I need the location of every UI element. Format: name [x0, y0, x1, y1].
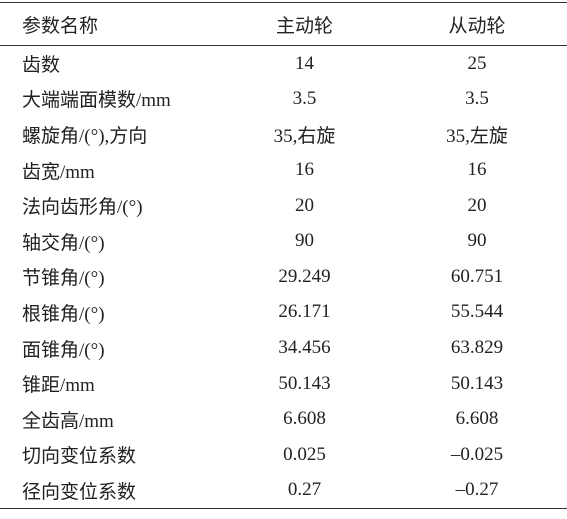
- table-cell: 0.27: [287, 479, 322, 501]
- table-row: 法向齿形角/(°) 20 20: [0, 188, 567, 224]
- table-cell: 全齿高/mm: [22, 410, 114, 432]
- table-cell: 90: [295, 230, 314, 252]
- header-cell: 参数名称: [22, 15, 99, 37]
- table-cell: 29.249: [278, 265, 331, 287]
- table-cell: 面锥角/(°): [22, 339, 105, 361]
- header-cell: 从动轮: [448, 15, 506, 37]
- table-cell: 轴交角/(°): [22, 232, 105, 254]
- header-cell: 主动轮: [275, 15, 333, 37]
- table-row: 径向变位系数 0.27 –0.27: [0, 473, 567, 509]
- table-cell: 径向变位系数: [22, 481, 137, 503]
- table-row: 面锥角/(°) 34.456 63.829: [0, 330, 567, 366]
- table-cell: 锥距/mm: [22, 375, 95, 397]
- table-cell: 大端端面模数/mm: [22, 90, 171, 112]
- header-row: 参数名称 主动轮 从动轮: [0, 2, 567, 46]
- table-cell: 35,右旋: [273, 125, 336, 147]
- table-cell: 90: [467, 230, 487, 252]
- table-row: 锥距/mm 50.143 50.143: [0, 366, 567, 402]
- table-cell: 3.5: [292, 87, 317, 109]
- table-row: 全齿高/mm 6.608 6.608: [0, 401, 567, 437]
- table-cell: 6.608: [455, 408, 499, 430]
- table-cell: 63.829: [450, 337, 504, 359]
- table-cell: 6.608: [283, 408, 326, 430]
- table-row: 大端端面模数/mm 3.5 3.5: [0, 81, 567, 117]
- table-cell: 法向齿形角/(°): [22, 197, 143, 219]
- table-cell: 14: [295, 52, 314, 74]
- parameter-table: 参数名称 主动轮 从动轮 齿数 14 25 大端端面模数/mm 3.5 3.5 螺旋角/(°),…: [0, 2, 567, 509]
- table-cell: 50.143: [278, 372, 331, 394]
- table-row: 切向变位系数 0.025 –0.025: [0, 437, 567, 473]
- table-cell: 60.751: [450, 265, 504, 287]
- table-row: 齿数 14 25: [0, 46, 567, 82]
- table-cell: –0.27: [455, 479, 499, 501]
- table-cell: 50.143: [450, 372, 504, 394]
- table-cell: 55.544: [450, 301, 504, 323]
- table-row: 节锥角/(°) 29.249 60.751: [0, 259, 567, 295]
- table-cell: 16: [467, 159, 487, 181]
- table-cell: 0.025: [283, 443, 326, 465]
- table-cell: –0.025: [450, 443, 504, 465]
- table-cell: 26.171: [278, 301, 331, 323]
- table-body: 齿数 14 25 大端端面模数/mm 3.5 3.5 螺旋角/(°),方向 35,右旋 35,左…: [0, 46, 567, 509]
- table-cell: 齿数: [22, 55, 61, 77]
- table-cell: 齿宽/mm: [22, 161, 95, 183]
- table-cell: 3.5: [465, 87, 489, 109]
- table-cell: 切向变位系数: [22, 446, 137, 468]
- table-row: 齿宽/mm 16 16: [0, 152, 567, 188]
- table-cell: 25: [467, 52, 487, 74]
- table-cell: 根锥角/(°): [22, 303, 105, 325]
- table-cell: 螺旋角/(°),方向: [22, 125, 148, 147]
- table-row: 螺旋角/(°),方向 35,右旋 35,左旋: [0, 117, 567, 153]
- table-row: 轴交角/(°) 90 90: [0, 223, 567, 259]
- table-cell: 20: [295, 194, 314, 216]
- table-cell: 20: [467, 194, 487, 216]
- table-cell: 34.456: [278, 337, 331, 359]
- table-cell: 35,左旋: [446, 125, 508, 147]
- table-cell: 16: [295, 159, 314, 181]
- table-row: 根锥角/(°) 26.171 55.544: [0, 295, 567, 331]
- table-header: 参数名称 主动轮 从动轮: [0, 2, 567, 46]
- table-cell: 节锥角/(°): [22, 268, 105, 290]
